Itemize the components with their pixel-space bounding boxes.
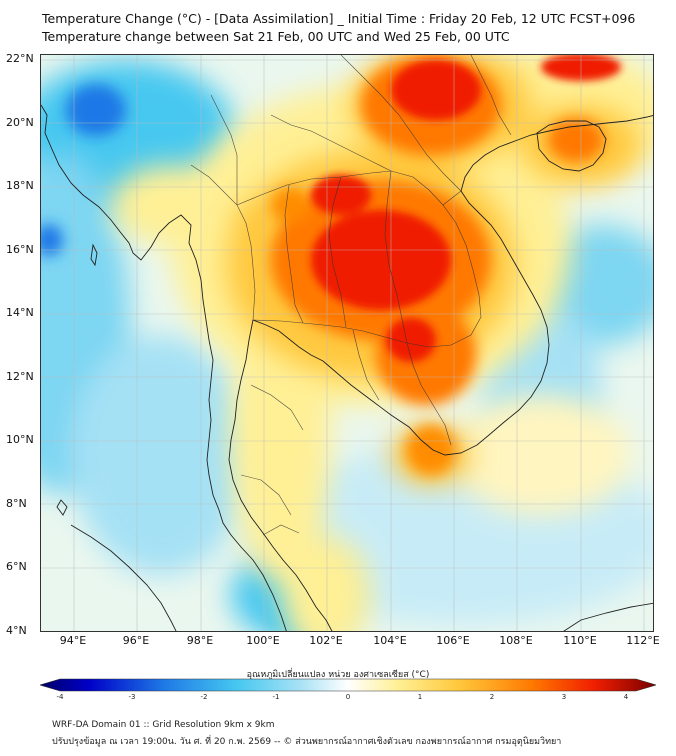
colorbar-tick: 0 bbox=[345, 693, 351, 701]
lat-tick-12n: 12°N bbox=[6, 370, 34, 383]
colorbar-tick: 2 bbox=[489, 693, 495, 701]
lon-tick-106e: 106°E bbox=[436, 634, 470, 647]
lon-tick-94e: 94°E bbox=[59, 634, 87, 647]
graticule bbox=[41, 55, 653, 631]
update-credit: ปรับปรุงข้อมูล ณ เวลา 19:00น. วัน ศ. ที่… bbox=[52, 737, 562, 747]
colorbar-label: อุณหภูมิเปลี่ยนแปลง หน่วย องศาเซลเซียส (… bbox=[246, 670, 430, 680]
colorbar-tick: -4 bbox=[56, 693, 64, 701]
lon-tick-100e: 100°E bbox=[246, 634, 280, 647]
lon-tick-104e: 104°E bbox=[373, 634, 407, 647]
coastlines bbox=[41, 104, 653, 631]
lat-tick-18n: 18°N bbox=[6, 179, 34, 192]
colorbar-tick: 3 bbox=[561, 693, 567, 701]
lat-tick-4n: 4°N bbox=[6, 624, 27, 637]
lat-tick-8n: 8°N bbox=[6, 497, 27, 510]
lon-tick-112e: 112°E bbox=[626, 634, 660, 647]
lat-tick-14n: 14°N bbox=[6, 306, 34, 319]
lat-tick-16n: 16°N bbox=[6, 243, 34, 256]
lon-tick-110e: 110°E bbox=[563, 634, 597, 647]
model-info: WRF-DA Domain 01 :: Grid Resolution 9km … bbox=[52, 720, 275, 730]
lat-tick-20n: 20°N bbox=[6, 116, 34, 129]
lon-tick-96e: 96°E bbox=[122, 634, 150, 647]
colorbar-tick: -1 bbox=[272, 693, 280, 701]
colorbar bbox=[40, 678, 656, 692]
colorbar-tick: -2 bbox=[200, 693, 208, 701]
lat-tick-22n: 22°N bbox=[6, 52, 34, 65]
map-title: Temperature Change (°C) - [Data Assimila… bbox=[42, 11, 636, 26]
temperature-change-map[interactable] bbox=[40, 54, 654, 632]
lon-tick-98e: 98°E bbox=[186, 634, 214, 647]
lat-tick-6n: 6°N bbox=[6, 560, 27, 573]
lon-tick-102e: 102°E bbox=[309, 634, 343, 647]
lat-tick-10n: 10°N bbox=[6, 433, 34, 446]
map-subtitle: Temperature change between Sat 21 Feb, 0… bbox=[42, 29, 510, 44]
colorbar-tick: 1 bbox=[417, 693, 423, 701]
colorbar-tick: 4 bbox=[623, 693, 629, 701]
lon-tick-108e: 108°E bbox=[499, 634, 533, 647]
admin-boundaries bbox=[190, 55, 512, 536]
colorbar-tick: -3 bbox=[128, 693, 136, 701]
